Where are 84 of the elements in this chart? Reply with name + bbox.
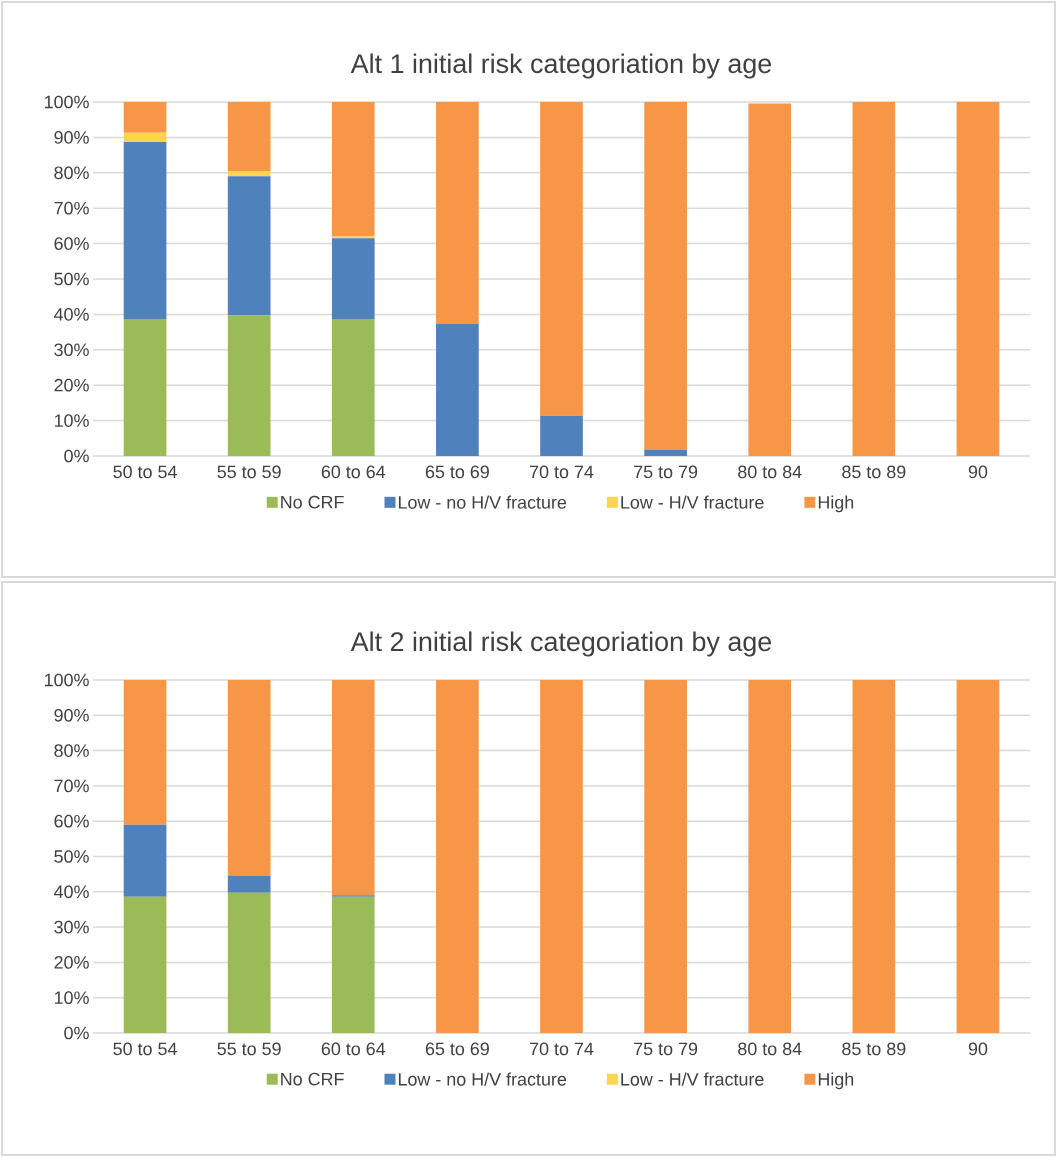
- y-tick-label: 10%: [54, 414, 89, 427]
- y-tick-label: 80%: [54, 166, 89, 180]
- bar: [227, 315, 271, 456]
- chart-title: Alt 2 initial risk categoriation by age: [350, 631, 772, 657]
- y-tick-label: 10%: [54, 991, 89, 1005]
- bar: [644, 679, 687, 1033]
- x-tick-label: 50 to 54: [113, 1042, 177, 1056]
- bar: [227, 176, 271, 316]
- x-tick-label: 60 to 64: [321, 1042, 386, 1056]
- y-tick-label: 30%: [54, 343, 89, 357]
- legend-label: Low - H/V fracture: [621, 1072, 764, 1086]
- bar: [123, 132, 167, 142]
- bar: [331, 679, 375, 896]
- y-tick-label: 90%: [54, 708, 89, 722]
- y-tick-label: 30%: [54, 920, 89, 934]
- bar: [123, 896, 167, 1033]
- y-tick-label: 20%: [54, 378, 89, 392]
- x-tick-label: 60 to 64: [321, 465, 386, 479]
- legend-label: Low - H/V fracture: [621, 495, 764, 509]
- bar: [436, 323, 479, 456]
- x-tick-label: 75 to 79: [634, 1042, 698, 1056]
- bar: [227, 875, 271, 893]
- bar: [956, 101, 1000, 456]
- bar: [123, 824, 167, 897]
- legend-label: No CRF: [281, 1072, 344, 1086]
- legend-label: High: [818, 495, 854, 513]
- x-tick-label: 85 to 89: [842, 1042, 906, 1056]
- legend-label: High: [818, 1072, 854, 1090]
- y-tick-label: 60%: [54, 237, 89, 250]
- x-tick-label: 65 to 69: [425, 1042, 489, 1056]
- y-tick-label: 40%: [53, 885, 89, 899]
- y-tick-label: 60%: [54, 814, 89, 828]
- bar: [644, 101, 687, 450]
- bar: [227, 892, 271, 1033]
- y-tick-label: 40%: [53, 308, 89, 321]
- bar: [331, 238, 375, 319]
- y-tick-label: 90%: [54, 131, 89, 144]
- legend-label: Low - no H/V fracture: [398, 1072, 567, 1086]
- y-tick-label: 0%: [64, 449, 89, 463]
- bar: [123, 101, 167, 133]
- x-tick-label: 85 to 89: [842, 465, 906, 479]
- x-tick-label: 50 to 54: [113, 465, 177, 479]
- bar: [852, 679, 896, 1033]
- y-tick-label: 100%: [44, 95, 89, 109]
- y-tick-label: 70%: [54, 779, 89, 793]
- bar: [540, 101, 583, 416]
- bar: [227, 171, 271, 177]
- y-tick-label: 80%: [54, 744, 89, 757]
- x-tick-label: 55 to 59: [217, 1042, 281, 1056]
- legend-label: No CRF: [281, 495, 344, 509]
- y-tick-label: 50%: [54, 850, 89, 863]
- x-tick-label: 90: [968, 1042, 988, 1056]
- y-tick-label: 70%: [54, 201, 89, 215]
- y-tick-label: 0%: [64, 1026, 89, 1040]
- chart-title: Alt 1 initial risk categoriation by age: [350, 53, 772, 79]
- x-tick-label: 80 to 84: [738, 465, 802, 479]
- bar: [540, 415, 583, 456]
- y-tick-label: 100%: [44, 673, 89, 687]
- legend-label: Low - no H/V fracture: [398, 495, 567, 509]
- bar: [956, 679, 1000, 1033]
- bar: [123, 318, 167, 456]
- bar: [748, 103, 792, 456]
- y-tick-label: 20%: [54, 956, 89, 969]
- bar: [436, 679, 479, 1033]
- x-tick-label: 90: [968, 465, 988, 479]
- bar: [123, 679, 167, 825]
- bar: [331, 896, 375, 1033]
- x-tick-label: 65 to 69: [425, 465, 489, 479]
- bar: [227, 101, 271, 172]
- x-tick-label: 80 to 84: [738, 1042, 802, 1056]
- bar: [331, 101, 375, 237]
- bar: [748, 679, 792, 1033]
- bar: [123, 141, 167, 319]
- bar: [331, 318, 375, 456]
- bar: [436, 101, 479, 324]
- y-tick-label: 50%: [54, 272, 89, 286]
- x-tick-label: 55 to 59: [217, 465, 281, 479]
- bar: [644, 449, 687, 456]
- x-tick-label: 70 to 74: [530, 1042, 594, 1056]
- x-tick-label: 70 to 74: [530, 465, 594, 479]
- bar: [227, 679, 271, 876]
- bar: [540, 679, 583, 1033]
- x-tick-label: 75 to 79: [634, 465, 698, 479]
- bar: [852, 101, 896, 456]
